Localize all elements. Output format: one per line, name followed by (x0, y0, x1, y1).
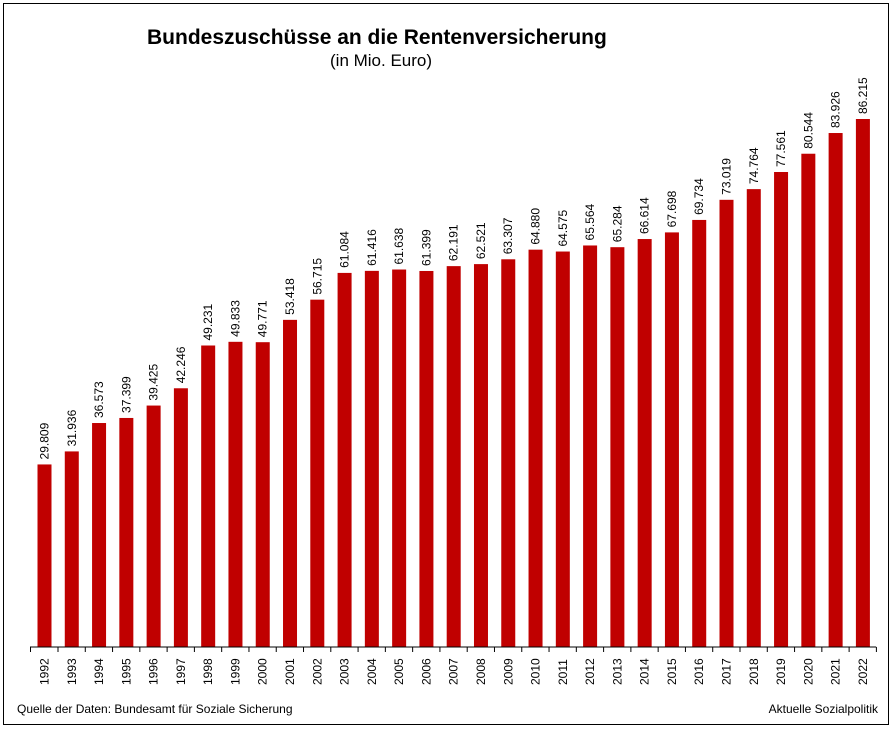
bar-2018 (746, 189, 761, 648)
data-label-2015: 67.698 (665, 190, 679, 227)
data-label-2001: 53.418 (283, 278, 297, 315)
x-tick-label-2015: 2015 (665, 658, 679, 685)
bar-2016 (692, 219, 707, 647)
x-tick-label-1993: 1993 (65, 658, 79, 685)
bar-2017 (719, 199, 734, 648)
data-label-2008: 62.521 (474, 222, 488, 259)
x-tick-label-2019: 2019 (774, 658, 788, 685)
bar-2015 (664, 232, 679, 647)
data-label-2002: 56.715 (310, 258, 324, 295)
x-tick-label-2020: 2020 (801, 658, 815, 685)
data-label-2016: 69.734 (692, 178, 706, 215)
x-tick-label-2003: 2003 (338, 658, 352, 685)
bar-1994 (92, 423, 107, 647)
bar-2002 (310, 299, 325, 647)
bar-2007 (446, 266, 461, 647)
data-label-2011: 64.575 (556, 209, 570, 246)
data-label-2010: 64.880 (529, 208, 543, 245)
x-tick-label-2009: 2009 (501, 658, 515, 685)
x-tick-label-2005: 2005 (392, 658, 406, 685)
bar-2019 (774, 171, 789, 648)
data-label-2006: 61.399 (419, 229, 433, 266)
x-tick-label-2018: 2018 (747, 658, 761, 685)
data-label-2004: 61.416 (365, 229, 379, 266)
x-tick-label-2006: 2006 (419, 658, 433, 685)
bar-1997 (173, 388, 188, 647)
credit-note: Aktuelle Sozialpolitik (768, 702, 878, 716)
x-tick-label-1998: 1998 (201, 658, 215, 685)
data-label-1994: 36.573 (92, 381, 106, 418)
x-tick-label-1995: 1995 (119, 658, 133, 685)
x-tick-label-2021: 2021 (829, 658, 843, 685)
x-tick-label-2011: 2011 (556, 659, 570, 685)
x-tick-label-2010: 2010 (529, 658, 543, 685)
data-label-2021: 83.926 (829, 91, 843, 128)
x-tick-label-2012: 2012 (583, 658, 597, 685)
data-label-2018: 74.764 (747, 147, 761, 184)
x-tick-label-1996: 1996 (147, 658, 161, 685)
x-tick-label-2002: 2002 (310, 658, 324, 685)
data-label-2013: 65.284 (610, 205, 624, 242)
data-label-2007: 62.191 (447, 224, 461, 261)
x-tick-label-2022: 2022 (856, 658, 870, 685)
x-tick-label-2000: 2000 (256, 658, 270, 685)
bar-2022 (855, 119, 870, 647)
data-label-2012: 65.564 (583, 203, 597, 240)
data-label-1995: 37.399 (119, 376, 133, 413)
bar-2011 (555, 251, 570, 648)
x-tick-label-1999: 1999 (228, 658, 242, 685)
x-tick-label-2001: 2001 (283, 658, 297, 685)
bar-2013 (610, 247, 625, 647)
bar-1993 (64, 451, 79, 647)
source-note: Quelle der Daten: Bundesamt für Soziale … (17, 702, 293, 716)
x-tick-label-2014: 2014 (638, 658, 652, 685)
x-tick-label-1997: 1997 (174, 658, 188, 685)
bar-1998 (201, 345, 216, 647)
bar-2001 (283, 319, 298, 647)
data-label-2014: 66.614 (638, 197, 652, 234)
x-tick-label-2007: 2007 (447, 658, 461, 685)
data-label-2020: 80.544 (801, 112, 815, 149)
x-tick-label-2017: 2017 (720, 658, 734, 685)
data-label-2000: 49.771 (256, 300, 270, 337)
bar-1999 (228, 341, 243, 647)
x-tick-label-2008: 2008 (474, 658, 488, 685)
data-label-2003: 61.084 (338, 231, 352, 268)
x-tick-label-1992: 1992 (38, 658, 52, 685)
data-label-2019: 77.561 (774, 130, 788, 167)
data-label-1992: 29.809 (38, 422, 52, 459)
x-tick-label-1994: 1994 (92, 658, 106, 685)
data-label-2017: 73.019 (720, 158, 734, 195)
x-tick-label-2013: 2013 (610, 658, 624, 685)
x-tick-label-2004: 2004 (365, 658, 379, 685)
bar-2004 (364, 270, 379, 647)
bar-2006 (419, 270, 434, 647)
data-label-1996: 39.425 (147, 364, 161, 401)
bar-2000 (255, 342, 270, 647)
chart-frame (3, 3, 889, 725)
bar-2003 (337, 272, 352, 647)
bar-2008 (473, 264, 488, 647)
data-label-2005: 61.638 (392, 227, 406, 264)
data-label-1999: 49.833 (228, 300, 242, 337)
chart-title: Bundeszuschüsse an die Rentenversicherun… (147, 26, 607, 49)
bar-2012 (583, 245, 598, 647)
x-tick-label-2016: 2016 (692, 658, 706, 685)
bar-2009 (501, 259, 516, 647)
bar-2005 (392, 269, 407, 647)
data-label-1993: 31.936 (65, 409, 79, 446)
bar-1995 (119, 417, 134, 647)
chart-subtitle: (in Mio. Euro) (330, 51, 433, 70)
bar-2010 (528, 249, 543, 647)
bar-1992 (37, 464, 52, 647)
bar-2020 (801, 153, 816, 647)
bar-2014 (637, 239, 652, 647)
data-label-2009: 63.307 (501, 217, 515, 254)
bar-1996 (146, 405, 161, 647)
data-label-2022: 86.215 (856, 77, 870, 114)
data-label-1997: 42.246 (174, 346, 188, 383)
data-label-1998: 49.231 (201, 303, 215, 340)
bar-2021 (828, 133, 843, 647)
